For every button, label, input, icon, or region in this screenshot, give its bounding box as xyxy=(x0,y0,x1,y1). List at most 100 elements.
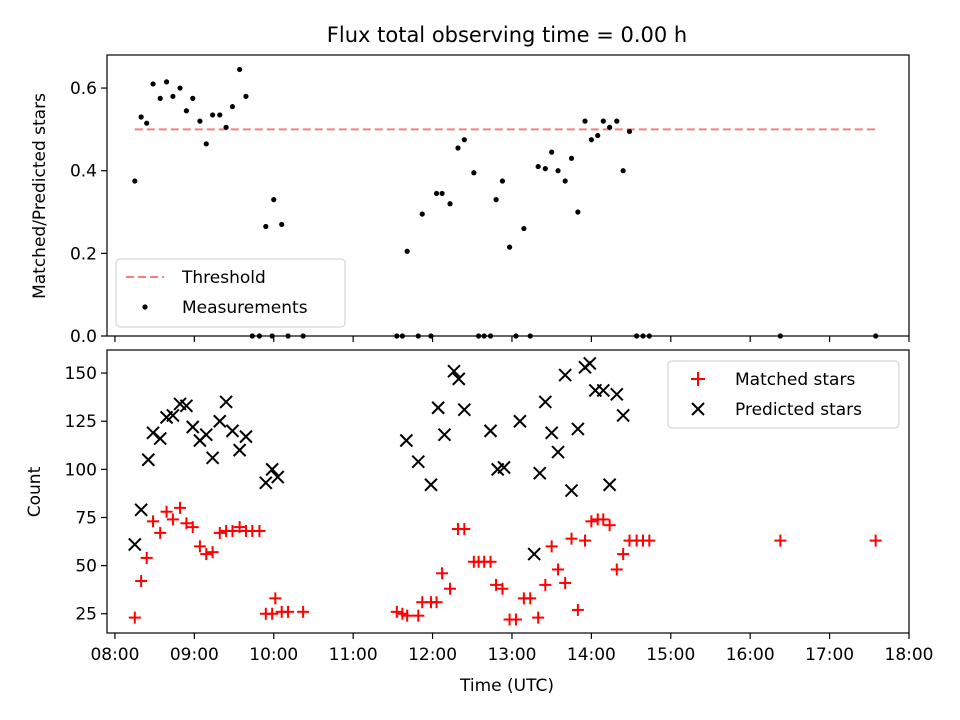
measurements-point xyxy=(404,248,410,254)
counts-legend-box xyxy=(667,360,900,429)
predicted-stars-point xyxy=(411,454,425,469)
counts-legend: Matched stars Predicted stars xyxy=(667,360,900,429)
matched-stars-point xyxy=(166,513,179,526)
predicted-stars-point xyxy=(457,402,472,417)
predicted-stars-point xyxy=(213,414,227,428)
matched-stars-point xyxy=(160,505,173,518)
measurements-point xyxy=(607,124,613,130)
measurements-point xyxy=(461,137,467,143)
predicted-stars-point xyxy=(583,356,597,371)
ratio-plot-frame xyxy=(106,54,910,337)
measurements-point xyxy=(170,93,176,99)
matched-stars-point xyxy=(297,605,310,618)
matched-stars-point xyxy=(430,596,443,609)
predicted-stars-point xyxy=(483,424,498,438)
x-tick-label: 17:00 xyxy=(805,645,854,665)
x-tick-label: 16:00 xyxy=(726,645,775,665)
x-tick-label: 08:00 xyxy=(90,645,139,665)
x-tick-label: 14:00 xyxy=(567,645,616,665)
matched-stars-point xyxy=(603,519,616,532)
x-tick-label: 15:00 xyxy=(646,645,695,665)
y-tick-label: 75 xyxy=(75,508,97,528)
matched-stars-point xyxy=(597,513,610,526)
predicted-stars-point xyxy=(527,547,541,561)
measurements-point xyxy=(243,93,249,99)
measurements-point xyxy=(183,108,190,114)
matched-stars-point xyxy=(412,609,425,622)
matched-stars-point xyxy=(774,534,787,547)
predicted-stars-point xyxy=(141,453,155,467)
matched-stars-point xyxy=(617,548,630,561)
predicted-stars-point xyxy=(219,395,233,409)
y-tick-label: 100 xyxy=(65,460,97,480)
counts-panel: 25 50 75 100 125 150 08:00 09:00 10:00 11:00 12:00… xyxy=(25,349,934,696)
matched-stars-point xyxy=(532,611,545,624)
x-tick-label: 09:00 xyxy=(170,645,219,665)
predicted-stars-point xyxy=(259,476,273,490)
y-tick-label: 0.4 xyxy=(70,162,97,182)
measurements-point xyxy=(144,120,150,126)
matched-stars-point xyxy=(266,607,279,620)
matched-stars-point xyxy=(585,515,598,528)
counts-axis-ticks: 25 50 75 100 125 150 08:00 09:00 10:00 11:00 12:00… xyxy=(65,364,934,665)
predicted-stars-point xyxy=(166,408,180,423)
measurements-point xyxy=(595,132,601,139)
measurements-point xyxy=(499,178,506,184)
measurements-point xyxy=(542,166,548,172)
matched-stars-point xyxy=(390,605,403,618)
ratio-panel: 0.0 0.2 0.4 0.6 Matched/Predicted stars Thr… xyxy=(30,54,910,347)
predicted-stars-point xyxy=(571,422,585,436)
predicted-stars-point xyxy=(232,443,247,457)
matched-stars-point xyxy=(282,605,295,618)
predicted-stars-point xyxy=(424,478,438,492)
measurements-point xyxy=(562,178,568,184)
predicted-stars-point xyxy=(205,451,220,465)
matched-stars-point xyxy=(213,526,226,539)
predicted-stars-point xyxy=(596,383,610,398)
x-tick-label: 10:00 xyxy=(249,645,298,665)
predicted-stars-point xyxy=(497,460,511,475)
predicted-stars-point xyxy=(513,414,527,428)
matched-stars-point xyxy=(226,524,239,537)
counts-y-axis-label: Count xyxy=(25,466,45,517)
matched-stars-point xyxy=(496,582,509,595)
matched-stars-point xyxy=(147,515,160,528)
x-tick-label: 12:00 xyxy=(408,645,457,665)
predicted-stars-point xyxy=(564,483,579,498)
measurements-point xyxy=(190,95,196,101)
matched-stars-point xyxy=(524,592,537,605)
matched-stars-point xyxy=(233,521,246,534)
matched-stars-point xyxy=(610,563,623,576)
predicted-stars-point xyxy=(447,364,461,378)
predicted-stars-point xyxy=(186,420,200,434)
y-tick-label: 0.0 xyxy=(70,327,97,347)
ratio-y-axis-label: Matched/Predicted stars xyxy=(30,93,50,299)
measurements-point xyxy=(582,118,588,124)
matched-stars-point xyxy=(643,534,656,547)
measurements-point xyxy=(197,118,203,124)
predicted-stars-point xyxy=(533,466,547,480)
matched-stars-legend-marker xyxy=(691,372,705,386)
matched-stars-point xyxy=(193,540,206,553)
measurements-point xyxy=(521,225,527,232)
predicted-stars-legend-marker xyxy=(691,402,705,416)
matched-stars-point xyxy=(869,534,882,547)
measurements-point xyxy=(455,145,461,151)
predicted-stars-point xyxy=(225,424,240,438)
measurements-point xyxy=(535,163,541,170)
matched-stars-point xyxy=(571,603,584,616)
matched-stars-point xyxy=(200,548,213,561)
measurements-point xyxy=(588,137,594,143)
predicted-stars-legend-label: Predicted stars xyxy=(735,400,862,420)
x-tick-label: 18:00 xyxy=(885,645,934,665)
y-tick-label: 50 xyxy=(75,557,97,577)
measurements-point xyxy=(493,197,499,203)
y-tick-label: 0.6 xyxy=(70,79,97,99)
matched-stars-point xyxy=(509,613,522,626)
matched-stars-point xyxy=(545,540,558,553)
counts-data-layer xyxy=(128,356,882,626)
predicted-stars-point xyxy=(128,537,142,552)
predicted-stars-point xyxy=(551,445,565,459)
matched-stars-point xyxy=(444,582,457,595)
measurements-point xyxy=(433,190,440,197)
